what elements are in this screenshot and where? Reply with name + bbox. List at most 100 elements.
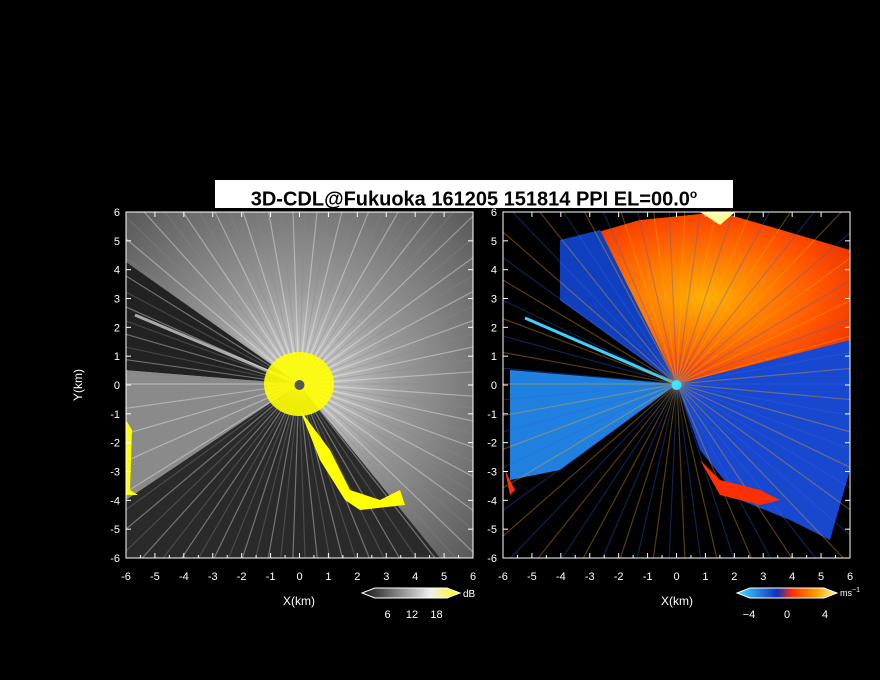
streak: [298, 383, 473, 494]
streak: [676, 367, 850, 385]
streak: [676, 212, 717, 385]
streak: [298, 358, 473, 385]
streak: [126, 359, 300, 385]
streak: [298, 383, 473, 422]
streak: [298, 212, 356, 385]
colorbar-tick-label: −4: [743, 609, 756, 621]
y-tick-label: 5: [491, 236, 497, 248]
streak: [126, 320, 300, 385]
velocity-colorbar-unit-exponent: −1: [852, 587, 860, 594]
streak: [241, 383, 300, 558]
x-tick-label: -5: [527, 571, 537, 583]
streak: [653, 212, 678, 385]
streak: [676, 383, 850, 433]
streak: [182, 212, 300, 385]
x-tick-label: 2: [731, 571, 737, 583]
y-tick-label: 4: [114, 265, 120, 277]
streak: [676, 279, 850, 385]
x-tick-label: 6: [470, 571, 476, 583]
streak: [503, 231, 678, 385]
streak: [676, 383, 718, 558]
streak: [280, 212, 300, 385]
velocity-panel: -6 -5 -4 -3 -2 -1 0 1 2 3 4 5 6 -6 -5 -4 -3 -2 -1 0 1 2 3 4 5 6 X…: [487, 207, 860, 621]
streak: [676, 351, 850, 385]
x-tick-label: -3: [208, 571, 218, 583]
y-tick-label: 5: [114, 236, 120, 248]
streak: [298, 212, 330, 385]
x-tick-label: 4: [789, 571, 795, 583]
y-tick-label: -6: [487, 553, 497, 565]
streak: [298, 212, 416, 385]
streak: [292, 212, 300, 385]
reflectivity-echo-sector: [126, 212, 473, 558]
streak: [503, 383, 678, 489]
velocity-axes: -6 -5 -4 -3 -2 -1 0 1 2 3 4 5 6 -6 -5 -4 -3 -2 -1 0 1 2 3 4 5 6: [487, 207, 853, 583]
x-tick-label: 0: [296, 571, 302, 583]
streak: [298, 383, 370, 558]
streak: [126, 306, 300, 385]
streak: [268, 212, 300, 385]
streak: [298, 346, 473, 385]
reflectivity-streaks: [126, 212, 473, 558]
velocity-colorbar: ms−1 −4 0 4: [735, 587, 860, 621]
y-tick-label: 4: [491, 265, 497, 277]
reflectivity-echo-edge: [300, 410, 405, 510]
streak: [676, 383, 850, 511]
streak: [503, 383, 678, 469]
reflectivity-x-label: X(km): [283, 594, 315, 608]
streak: [636, 383, 678, 558]
streak: [298, 383, 473, 553]
streak: [126, 383, 300, 511]
colorbar-tick-label: 18: [430, 609, 442, 621]
streak: [298, 215, 473, 385]
streak: [676, 383, 850, 489]
velocity-approaching-sector-north: [560, 230, 677, 384]
streak: [126, 257, 300, 385]
streak: [676, 212, 771, 385]
streak: [292, 383, 300, 558]
streak: [602, 212, 678, 385]
streak: [126, 216, 300, 385]
streak: [637, 212, 678, 385]
streak: [143, 212, 300, 385]
streak: [676, 257, 850, 385]
streak: [298, 383, 473, 410]
y-tick-label: 1: [114, 351, 120, 363]
streak: [298, 383, 473, 435]
reflectivity-y-label: Y(km): [71, 369, 85, 401]
colorbar-tick-label: 4: [822, 609, 828, 621]
streak: [298, 256, 473, 385]
streak: [503, 383, 678, 512]
x-tick-label: -2: [614, 571, 624, 583]
streak: [503, 367, 678, 385]
streak: [676, 318, 850, 385]
velocity-ray: [524, 316, 678, 386]
streak: [126, 383, 300, 552]
streak: [583, 212, 678, 385]
chart-title-text: 3D-CDL@Fukuoka 161205 151814 PPI EL=00.0: [250, 188, 690, 211]
x-tick-label: 2: [354, 571, 360, 583]
streak: [298, 383, 473, 478]
streak: [298, 212, 435, 385]
streak: [298, 383, 473, 448]
streak: [298, 383, 418, 558]
reflectivity-colorbar: dB 6 12 18: [360, 587, 476, 621]
x-tick-label: -4: [179, 571, 189, 583]
streak: [561, 383, 678, 558]
streak: [668, 383, 678, 558]
x-tick-label: -1: [643, 571, 653, 583]
streak: [298, 290, 473, 385]
streak: [126, 383, 300, 409]
radar-origin-right: [671, 380, 682, 390]
streak: [126, 371, 300, 385]
x-tick-label: 5: [818, 571, 824, 583]
streak: [503, 383, 678, 433]
y-tick-label: -5: [110, 524, 120, 536]
streak: [562, 212, 678, 385]
streak: [255, 212, 300, 385]
streak: [126, 346, 300, 385]
velocity-x-label: X(km): [661, 594, 693, 608]
streak: [676, 212, 815, 385]
